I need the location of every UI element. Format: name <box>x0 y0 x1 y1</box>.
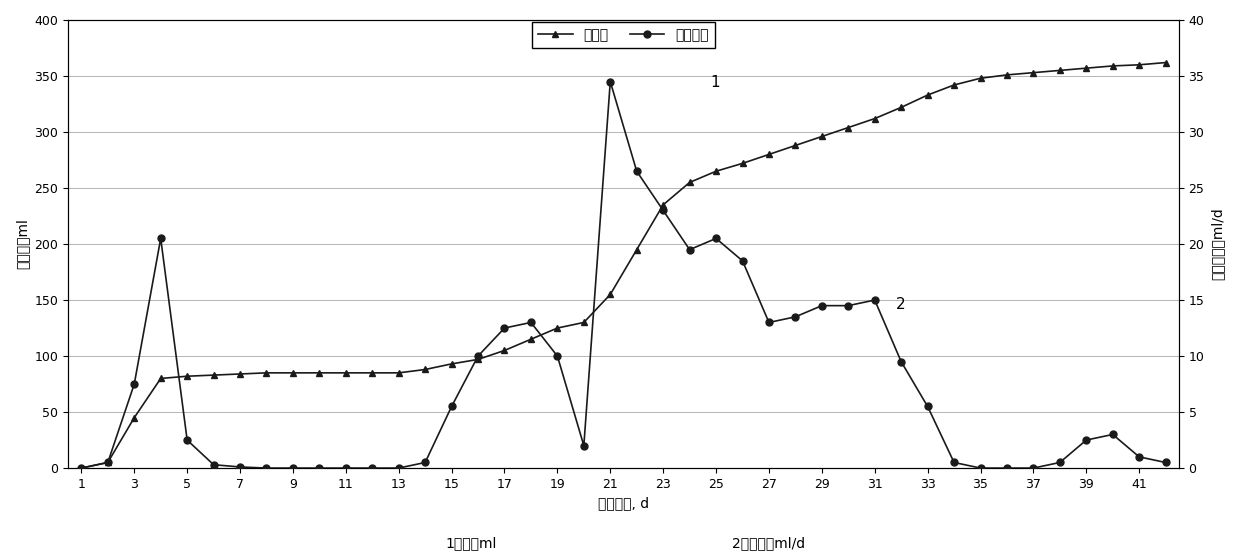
X-axis label: 培养时间, d: 培养时间, d <box>598 497 649 510</box>
Text: 2: 2 <box>896 297 906 312</box>
Text: 1: 1 <box>711 75 720 90</box>
Text: 2产气速率ml/d: 2产气速率ml/d <box>731 536 805 550</box>
Y-axis label: 产气量，ml: 产气量，ml <box>15 218 28 269</box>
Y-axis label: 产气速率，ml/d: 产气速率，ml/d <box>1211 208 1224 280</box>
Legend: 产气量, 产气速率: 产气量, 产气速率 <box>533 23 715 48</box>
Text: 1产气量ml: 1产气量ml <box>445 536 497 550</box>
